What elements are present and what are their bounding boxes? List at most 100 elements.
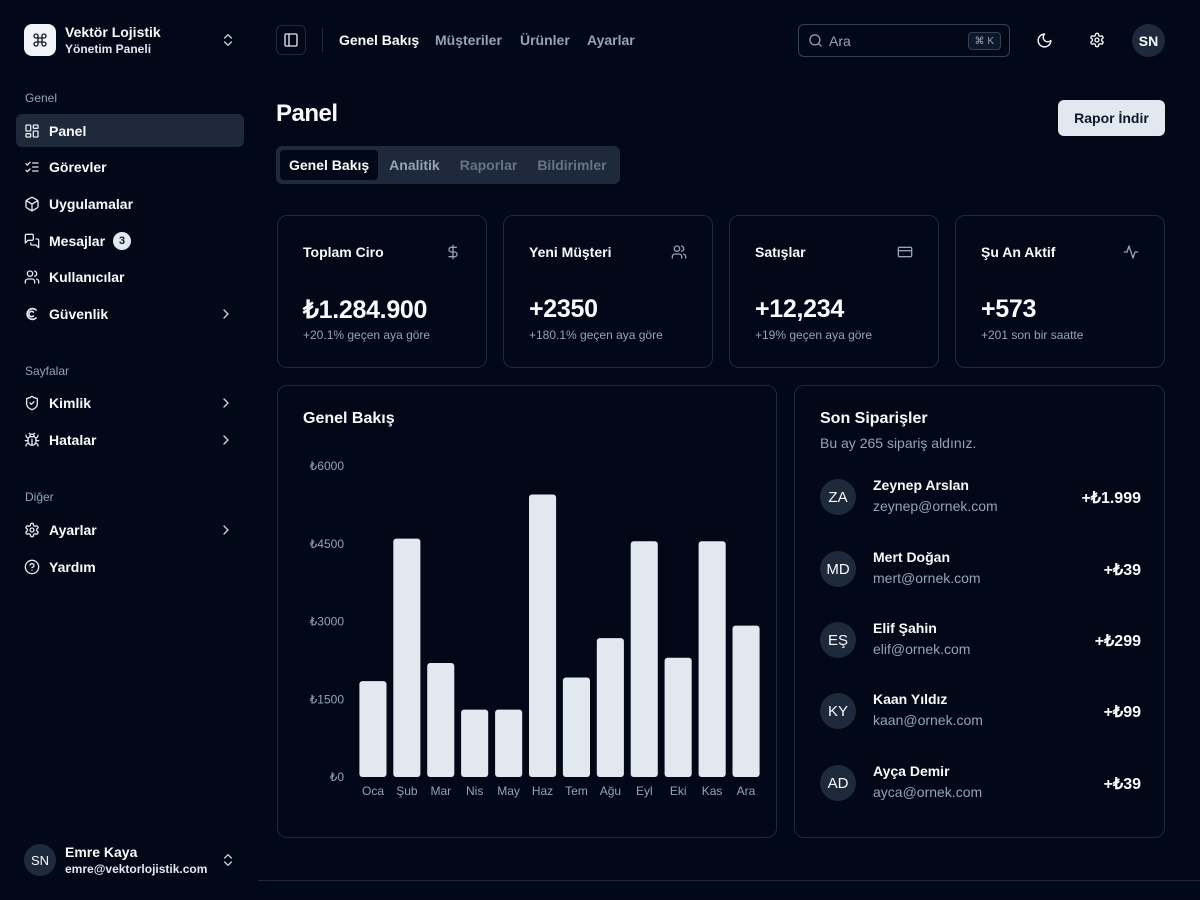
messages-icon: [24, 233, 40, 249]
y-tick-label: ₺1500: [310, 692, 345, 706]
top-link-genel-bakis[interactable]: Genel Bakış: [339, 32, 420, 48]
moon-icon: [1036, 32, 1053, 49]
stat-change: +180.1% geçen aya göre: [529, 328, 663, 342]
overview-bar-chart: ₺0 ₺1500 ₺3000 ₺4500 ₺6000 Oca Şub Mar Nis May Haz…: [310, 459, 760, 798]
chart-bar: [732, 625, 760, 777]
user-name: Emre Kaya: [65, 844, 138, 860]
x-tick-label: Oca: [362, 784, 384, 798]
sidebar-item-yardim[interactable]: Yardım: [16, 550, 244, 583]
order-amount: +₺299: [1094, 633, 1141, 650]
settings-button[interactable]: [1082, 25, 1112, 55]
list-item: ZA Zeynep Arslan zeynep@ornek.com +₺1.99…: [820, 477, 1141, 517]
search-shortcut: ⌘ K: [967, 32, 1001, 50]
sidebar-item-label: Hatalar: [49, 431, 97, 448]
y-tick-label: ₺4500: [310, 537, 345, 551]
order-amount: +₺1.999: [1081, 490, 1141, 507]
order-amount: +₺39: [1103, 776, 1141, 793]
tab-raporlar[interactable]: Raporlar: [459, 157, 518, 173]
tab-analitik[interactable]: Analitik: [389, 157, 440, 173]
orders-title: Son Siparişler: [820, 410, 928, 427]
top-link-ayarlar[interactable]: Ayarlar: [587, 32, 635, 48]
main-content: Genel Bakış Müşteriler Ürünler Ayarlar A…: [258, 0, 1200, 900]
search-input[interactable]: Ara ⌘ K: [798, 24, 1010, 57]
stat-value: ₺1.284.900: [303, 296, 428, 324]
stat-title: Satışlar: [755, 244, 806, 260]
sidebar-item-kullanicilar[interactable]: Kullanıcılar: [16, 260, 244, 293]
nav-group-label-genel: Genel: [25, 91, 58, 105]
customer-email: mert@ornek.com: [873, 570, 981, 586]
tab-genel-bakis[interactable]: Genel Bakış: [280, 150, 379, 180]
chart-bar: [664, 657, 692, 777]
order-amount: +₺99: [1103, 704, 1141, 721]
chart-bar: [359, 681, 387, 777]
chart-title: Genel Bakış: [303, 410, 395, 427]
stat-value: +12,234: [755, 295, 844, 323]
list-checks-icon: [24, 159, 40, 175]
avatar: EŞ: [820, 622, 856, 658]
brand-name: Vektör Lojistik: [65, 24, 161, 40]
stat-change: +19% geçen aya göre: [755, 328, 873, 342]
avatar: SN: [24, 844, 56, 876]
customer-email: elif@ornek.com: [873, 641, 971, 657]
sidebar-item-kimlik[interactable]: Kimlik: [16, 386, 244, 419]
team-switcher[interactable]: Vektör Lojistik Yönetim Paneli: [16, 16, 244, 64]
chevron-right-icon: [218, 432, 234, 448]
gear-icon: [1089, 32, 1105, 48]
users-icon: [24, 269, 40, 285]
page-title: Panel: [276, 100, 338, 127]
sidebar-item-uygulamalar[interactable]: Uygulamalar: [16, 187, 244, 220]
sidebar-item-hatalar[interactable]: Hatalar: [16, 423, 244, 456]
stat-value: +2350: [529, 295, 598, 323]
layout-grid-icon: [24, 123, 40, 139]
unread-badge: 3: [113, 231, 132, 250]
chart-bar: [698, 541, 726, 777]
sidebar-item-ayarlar[interactable]: Ayarlar: [16, 513, 244, 546]
overview-chart-card: Genel Bakış ₺0 ₺1500 ₺3000 ₺4500 ₺6000 Oca Şub…: [277, 385, 777, 838]
chart-bar: [630, 541, 658, 777]
profile-avatar-button[interactable]: SN: [1132, 24, 1165, 57]
search-icon: [808, 33, 823, 48]
x-tick-label: Ara: [737, 784, 756, 798]
x-tick-label: Eki: [670, 784, 687, 798]
sidebar-item-guvenlik[interactable]: Güvenlik: [16, 297, 244, 330]
order-amount: +₺39: [1103, 562, 1141, 579]
sidebar-item-mesajlar[interactable]: Mesajlar 3: [16, 224, 244, 257]
sidebar-item-panel[interactable]: Panel: [16, 114, 244, 147]
sidebar-item-label: Yardım: [49, 558, 96, 575]
sidebar-toggle-button[interactable]: [276, 25, 306, 55]
chart-bar: [393, 538, 421, 777]
download-report-button[interactable]: Rapor İndir: [1058, 100, 1165, 136]
security-icon: [24, 306, 40, 322]
chart-bar: [529, 494, 557, 777]
gear-icon: [24, 522, 40, 538]
x-tick-label: May: [497, 784, 520, 798]
top-link-urunler[interactable]: Ürünler: [520, 32, 570, 48]
stat-change: +201 son bir saatte: [981, 328, 1084, 342]
avatar: KY: [820, 693, 856, 729]
topbar: Genel Bakış Müşteriler Ürünler Ayarlar A…: [258, 0, 1200, 80]
x-tick-label: Şub: [396, 784, 418, 798]
chevron-right-icon: [218, 522, 234, 538]
theme-toggle-button[interactable]: [1029, 25, 1059, 55]
list-item: KY Kaan Yıldız kaan@ornek.com +₺99: [820, 691, 1141, 731]
avatar: MD: [820, 551, 856, 587]
credit-card-icon: [897, 244, 913, 260]
tab-bildirimler[interactable]: Bildirimler: [537, 157, 607, 173]
user-menu[interactable]: SN Emre Kaya emre@vektorlojistik.com: [16, 836, 244, 884]
x-tick-label: Ağu: [600, 784, 621, 798]
customer-email: kaan@ornek.com: [873, 712, 983, 728]
help-circle-icon: [24, 559, 40, 575]
sidebar-item-label: Mesajlar: [49, 232, 106, 249]
customer-email: ayca@ornek.com: [873, 784, 983, 800]
top-link-musteriler[interactable]: Müşteriler: [435, 32, 502, 48]
avatar: AD: [820, 765, 856, 801]
x-tick-label: Eyl: [636, 784, 653, 798]
topbar-divider: [322, 28, 323, 52]
stat-title: Yeni Müşteri: [529, 244, 612, 260]
stat-card-su-an-aktif: Şu An Aktif +573 +201 son bir saatte: [955, 215, 1165, 368]
sidebar-item-gorevler[interactable]: Görevler: [16, 150, 244, 183]
x-tick-label: Haz: [532, 784, 553, 798]
avatar: ZA: [820, 479, 856, 515]
x-tick-label: Mar: [430, 784, 451, 798]
sidebar-item-label: Görevler: [49, 158, 107, 175]
